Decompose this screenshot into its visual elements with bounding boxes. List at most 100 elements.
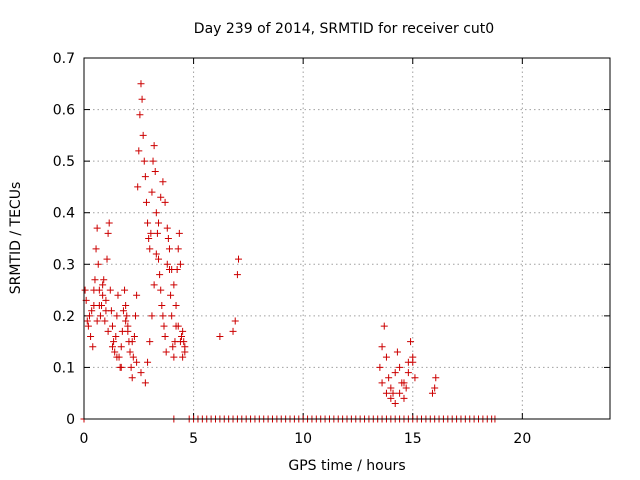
data-point xyxy=(127,363,135,371)
data-point xyxy=(141,379,149,387)
data-point xyxy=(172,302,180,310)
data-point xyxy=(134,183,142,191)
data-point xyxy=(128,374,136,382)
data-point xyxy=(96,312,104,320)
data-point xyxy=(411,374,419,382)
data-point xyxy=(102,296,110,304)
data-point xyxy=(144,358,152,366)
x-tick-label: 5 xyxy=(189,431,198,447)
data-point xyxy=(121,286,129,294)
data-point xyxy=(432,374,440,382)
data-point xyxy=(99,291,107,299)
data-point xyxy=(156,271,164,279)
data-point xyxy=(169,343,177,351)
data-point xyxy=(174,245,182,253)
data-point xyxy=(391,400,399,408)
plot-frame xyxy=(83,57,611,420)
x-axis-label: GPS time / hours xyxy=(288,458,405,474)
y-tick-label: 0.3 xyxy=(53,257,75,273)
data-point xyxy=(400,394,408,402)
data-points xyxy=(80,80,499,423)
data-point xyxy=(174,322,182,330)
x-tick-label: 15 xyxy=(404,431,422,447)
data-point xyxy=(164,235,172,242)
data-point xyxy=(235,255,243,263)
data-point xyxy=(402,384,410,392)
data-point xyxy=(387,394,395,402)
data-point xyxy=(99,281,107,289)
x-tick-label: 20 xyxy=(513,431,531,447)
data-point xyxy=(168,312,176,320)
data-point xyxy=(378,379,386,387)
data-point xyxy=(144,219,152,227)
y-axis-label: SRMTID / TECUs xyxy=(8,182,24,295)
data-point xyxy=(400,379,408,387)
data-point xyxy=(100,276,108,284)
data-point xyxy=(431,384,439,392)
data-point xyxy=(111,348,119,356)
data-point xyxy=(152,250,160,258)
data-point xyxy=(233,271,241,279)
data-point xyxy=(135,147,143,155)
data-point xyxy=(393,348,401,356)
data-point xyxy=(94,260,102,268)
data-point xyxy=(151,167,159,175)
data-point xyxy=(105,219,113,227)
data-point xyxy=(123,312,131,320)
y-tick-label: 0.5 xyxy=(53,154,75,170)
data-point xyxy=(102,307,110,315)
data-point xyxy=(103,255,111,263)
data-point xyxy=(139,131,147,139)
data-point xyxy=(179,327,187,335)
data-point xyxy=(159,312,167,320)
data-point xyxy=(231,317,239,325)
data-point xyxy=(382,389,390,397)
data-point xyxy=(178,332,186,340)
data-point xyxy=(117,343,125,351)
data-point xyxy=(385,374,393,382)
data-point xyxy=(141,173,149,181)
data-point xyxy=(113,312,121,320)
data-point xyxy=(93,317,101,325)
data-point xyxy=(117,363,125,371)
data-point xyxy=(407,338,415,346)
chart-title: Day 239 of 2014, SRMTID for receiver cut… xyxy=(194,21,494,37)
data-point xyxy=(168,265,176,273)
data-point xyxy=(157,193,165,201)
data-point xyxy=(108,343,116,351)
data-point xyxy=(148,312,156,320)
data-point xyxy=(124,327,132,335)
data-point xyxy=(176,260,184,268)
data-point xyxy=(396,389,404,397)
data-point xyxy=(88,307,96,315)
data-point xyxy=(92,245,100,253)
data-point xyxy=(140,157,148,165)
data-point xyxy=(83,317,91,325)
data-point xyxy=(376,363,384,371)
data-point xyxy=(104,229,112,237)
y-tick-label: 0.7 xyxy=(53,51,75,67)
data-point xyxy=(181,343,189,351)
data-point xyxy=(160,322,168,330)
data-point xyxy=(130,332,138,340)
data-point xyxy=(161,332,169,340)
data-point xyxy=(122,317,130,325)
data-point xyxy=(179,353,187,361)
data-point xyxy=(153,229,161,237)
data-point xyxy=(155,255,163,263)
data-point xyxy=(380,322,388,330)
data-point xyxy=(163,224,171,232)
y-tick-label: 0.6 xyxy=(53,103,75,119)
data-point xyxy=(84,322,92,330)
x-tick-label: 10 xyxy=(294,431,312,447)
data-point xyxy=(87,332,95,340)
data-point xyxy=(101,317,109,325)
data-point xyxy=(114,291,122,299)
data-point xyxy=(106,286,114,294)
data-point xyxy=(112,332,120,340)
data-point xyxy=(129,353,137,361)
data-point xyxy=(163,260,171,268)
data-point xyxy=(378,343,386,351)
data-point xyxy=(396,363,404,371)
data-point xyxy=(90,286,98,294)
